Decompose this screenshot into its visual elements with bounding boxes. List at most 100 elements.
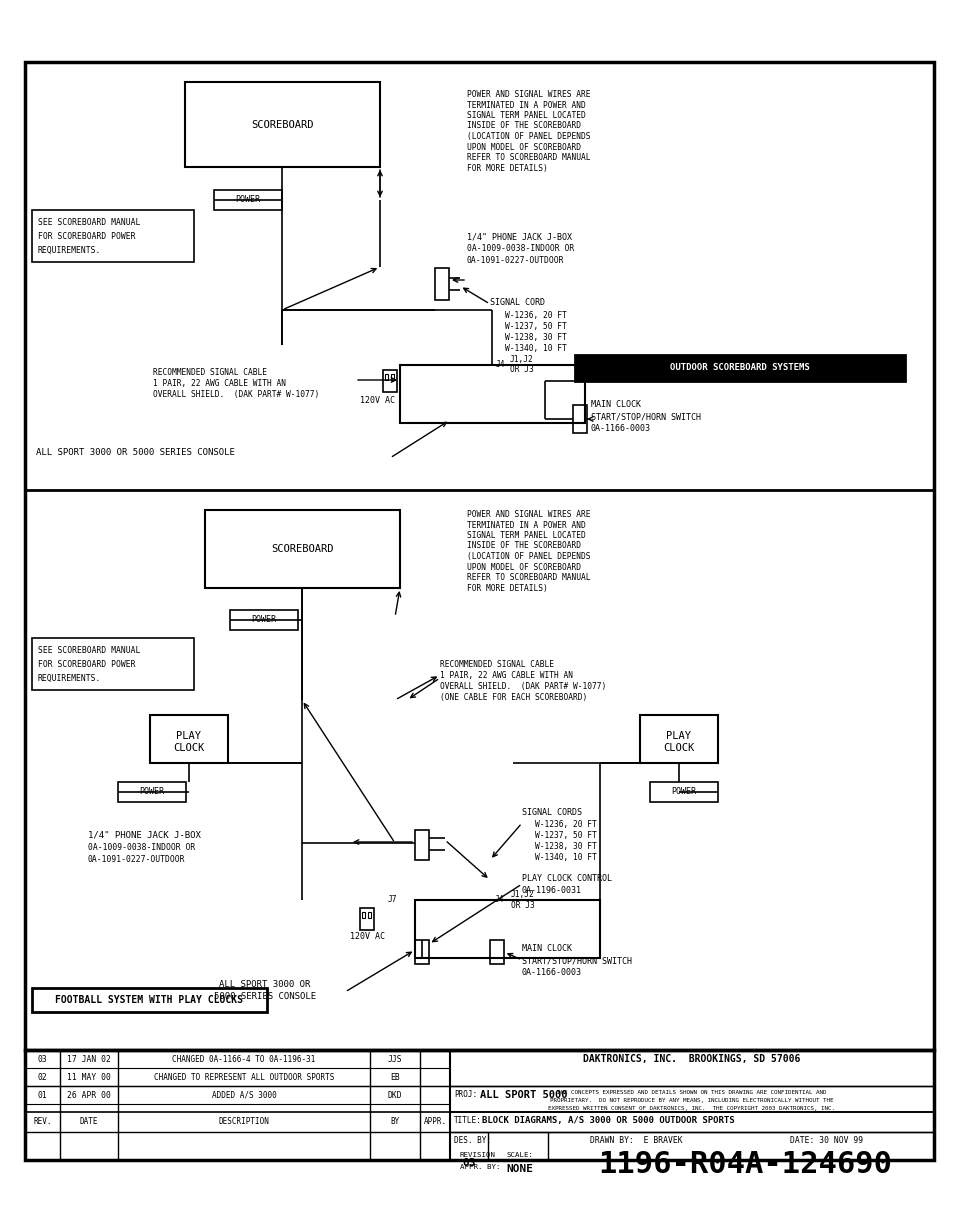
Text: W-1237, 50 FT: W-1237, 50 FT — [535, 831, 597, 840]
Text: DRAWN BY:  E BRAVEK: DRAWN BY: E BRAVEK — [589, 1137, 682, 1145]
Text: W-1237, 50 FT: W-1237, 50 FT — [504, 322, 566, 331]
Text: (ONE CABLE FOR EACH SCOREBOARD): (ONE CABLE FOR EACH SCOREBOARD) — [439, 693, 587, 702]
Bar — [573, 405, 586, 433]
Text: UPON MODEL OF SCOREBOARD: UPON MODEL OF SCOREBOARD — [467, 563, 580, 571]
Bar — [575, 356, 904, 381]
Text: OVERALL SHIELD.  (DAK PART# W-1077): OVERALL SHIELD. (DAK PART# W-1077) — [439, 682, 605, 691]
Bar — [639, 715, 718, 763]
Bar — [230, 611, 297, 630]
Bar — [205, 510, 399, 588]
Bar — [359, 908, 374, 931]
Bar — [399, 365, 584, 423]
Bar — [185, 82, 379, 167]
Text: NONE: NONE — [506, 1163, 533, 1175]
Text: REV.: REV. — [33, 1117, 51, 1125]
Bar — [435, 268, 449, 300]
Text: 1/4" PHONE JACK J-BOX: 1/4" PHONE JACK J-BOX — [88, 830, 201, 839]
Text: W-1238, 30 FT: W-1238, 30 FT — [535, 842, 597, 851]
Text: J1,J2: J1,J2 — [510, 356, 533, 364]
Text: APPR. BY:: APPR. BY: — [459, 1163, 500, 1170]
Bar — [368, 912, 371, 918]
Text: 0A-1091-0227-OUTDOOR: 0A-1091-0227-OUTDOOR — [467, 256, 564, 265]
Text: DATE: 30 NOV 99: DATE: 30 NOV 99 — [789, 1137, 862, 1145]
Text: MAIN CLOCK: MAIN CLOCK — [521, 944, 572, 953]
Text: 120V AC: 120V AC — [350, 932, 385, 942]
Text: CHANGED TO REPRESENT ALL OUTDOOR SPORTS: CHANGED TO REPRESENT ALL OUTDOOR SPORTS — [153, 1073, 334, 1081]
Text: POWER: POWER — [252, 615, 276, 624]
Text: DES. BY:: DES. BY: — [454, 1137, 491, 1145]
Text: 0A-1196-0031: 0A-1196-0031 — [521, 886, 581, 895]
Text: FOR MORE DETAILS): FOR MORE DETAILS) — [467, 584, 547, 592]
Bar — [382, 370, 396, 392]
Text: REFER TO SCOREBOARD MANUAL: REFER TO SCOREBOARD MANUAL — [467, 573, 590, 582]
Text: W-1340, 10 FT: W-1340, 10 FT — [535, 853, 597, 862]
Bar — [490, 940, 503, 964]
Text: 03: 03 — [37, 1054, 48, 1063]
Text: POWER AND SIGNAL WIRES ARE: POWER AND SIGNAL WIRES ARE — [467, 510, 590, 519]
Text: POWER: POWER — [139, 787, 164, 797]
Text: W-1238, 30 FT: W-1238, 30 FT — [504, 333, 566, 342]
Bar — [385, 374, 388, 380]
Text: W-1340, 10 FT: W-1340, 10 FT — [504, 345, 566, 353]
Text: PLAY: PLAY — [176, 731, 201, 741]
Text: 5000 SERIES CONSOLE: 5000 SERIES CONSOLE — [213, 992, 315, 1000]
Text: OR J3: OR J3 — [510, 365, 533, 374]
Text: 120V AC: 120V AC — [359, 396, 395, 405]
Text: 1/4" PHONE JACK J-BOX: 1/4" PHONE JACK J-BOX — [467, 232, 572, 242]
Text: OVERALL SHIELD.  (DAK PART# W-1077): OVERALL SHIELD. (DAK PART# W-1077) — [152, 390, 319, 398]
Bar — [361, 912, 365, 918]
Text: J4: J4 — [496, 360, 505, 369]
Text: DATE: DATE — [80, 1117, 98, 1125]
Text: CLOCK: CLOCK — [173, 743, 204, 753]
Text: DAKTRONICS, INC.  BROOKINGS, SD 57006: DAKTRONICS, INC. BROOKINGS, SD 57006 — [582, 1054, 800, 1064]
Text: SEE SCOREBOARD MANUAL: SEE SCOREBOARD MANUAL — [38, 646, 140, 655]
Text: MAIN CLOCK: MAIN CLOCK — [590, 400, 640, 409]
Text: 1196-R04A-124690: 1196-R04A-124690 — [598, 1150, 891, 1179]
Text: OUTDOOR SCOREBOARD SYSTEMS: OUTDOOR SCOREBOARD SYSTEMS — [669, 363, 809, 373]
Bar — [150, 715, 228, 763]
Text: 0A-1166-0003: 0A-1166-0003 — [590, 424, 650, 433]
Text: SIGNAL CORDS: SIGNAL CORDS — [521, 808, 581, 817]
Text: SCALE:: SCALE: — [506, 1152, 533, 1159]
Text: 0A-1009-0038-INDOOR OR: 0A-1009-0038-INDOOR OR — [467, 244, 574, 253]
Text: BY: BY — [390, 1117, 399, 1125]
Bar — [32, 638, 193, 690]
Text: W-1236, 20 FT: W-1236, 20 FT — [535, 820, 597, 829]
Text: PLAY: PLAY — [666, 731, 691, 741]
Bar — [391, 374, 394, 380]
Text: FOOTBALL SYSTEM WITH PLAY CLOCKS: FOOTBALL SYSTEM WITH PLAY CLOCKS — [55, 996, 243, 1005]
Text: CLOCK: CLOCK — [662, 743, 694, 753]
Text: POWER AND SIGNAL WIRES ARE: POWER AND SIGNAL WIRES ARE — [467, 89, 590, 99]
Text: EXPRESSED WRITTEN CONSENT OF DAKTRONICS, INC.  THE COPYRIGHT 2003 DAKTRONICS, IN: EXPRESSED WRITTEN CONSENT OF DAKTRONICS,… — [548, 1106, 835, 1111]
Text: J1,J2: J1,J2 — [511, 890, 535, 899]
Text: FOR SCOREBOARD POWER: FOR SCOREBOARD POWER — [38, 232, 135, 242]
Text: POWER: POWER — [671, 787, 696, 797]
Text: TITLE:: TITLE: — [454, 1116, 481, 1125]
Text: ADDED A/S 3000: ADDED A/S 3000 — [212, 1090, 276, 1100]
Bar — [213, 190, 282, 210]
Text: (LOCATION OF PANEL DEPENDS: (LOCATION OF PANEL DEPENDS — [467, 132, 590, 141]
Text: JJS: JJS — [387, 1054, 402, 1063]
Text: ALL SPORT 5000: ALL SPORT 5000 — [479, 1090, 567, 1100]
Bar — [32, 210, 193, 262]
Text: 26 APR 00: 26 APR 00 — [67, 1090, 111, 1100]
Text: EB: EB — [390, 1073, 399, 1081]
Text: INSIDE OF THE SCOREBOARD: INSIDE OF THE SCOREBOARD — [467, 121, 580, 130]
Text: 03: 03 — [462, 1159, 476, 1168]
Text: J4: J4 — [495, 895, 504, 904]
Text: PROPRIETARY.  DO NOT REPRODUCE BY ANY MEANS, INCLUDING ELECTRONICALLY WITHOUT TH: PROPRIETARY. DO NOT REPRODUCE BY ANY MEA… — [550, 1098, 833, 1103]
Text: OR J3: OR J3 — [511, 901, 535, 910]
Text: RECOMMENDED SIGNAL CABLE: RECOMMENDED SIGNAL CABLE — [152, 368, 267, 378]
Text: SCOREBOARD: SCOREBOARD — [251, 119, 314, 130]
Bar — [415, 900, 599, 958]
Text: FOR SCOREBOARD POWER: FOR SCOREBOARD POWER — [38, 660, 135, 669]
Text: TERMINATED IN A POWER AND: TERMINATED IN A POWER AND — [467, 101, 585, 109]
Text: 0A-1166-0003: 0A-1166-0003 — [521, 969, 581, 977]
Bar — [415, 940, 429, 964]
Bar — [32, 988, 267, 1011]
Text: UPON MODEL OF SCOREBOARD: UPON MODEL OF SCOREBOARD — [467, 142, 580, 152]
Text: TERMINATED IN A POWER AND: TERMINATED IN A POWER AND — [467, 521, 585, 530]
Text: SCOREBOARD: SCOREBOARD — [271, 544, 334, 554]
Text: 0A-1009-0038-INDOOR OR: 0A-1009-0038-INDOOR OR — [88, 843, 195, 852]
Text: RECOMMENDED SIGNAL CABLE: RECOMMENDED SIGNAL CABLE — [439, 660, 554, 669]
